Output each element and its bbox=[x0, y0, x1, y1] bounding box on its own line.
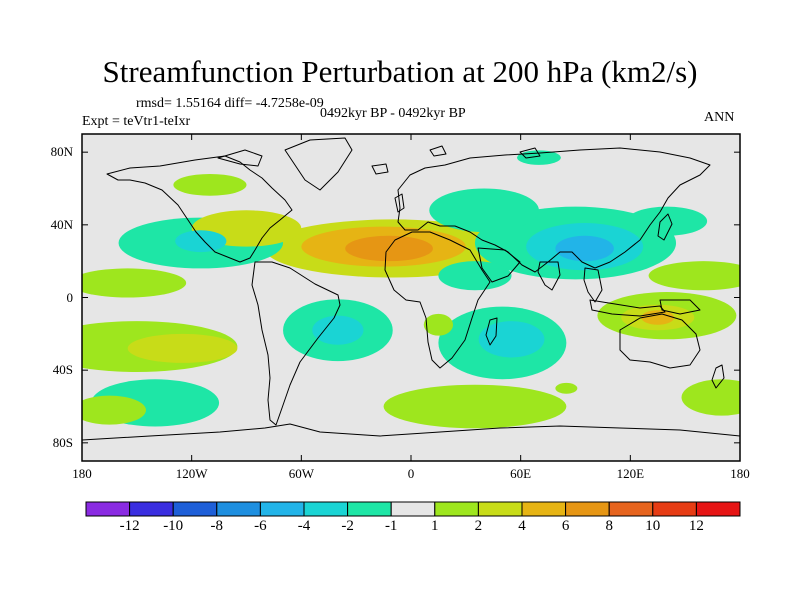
season-label: ANN bbox=[704, 110, 735, 125]
x-tick-label: 120W bbox=[175, 466, 208, 481]
anomaly-region bbox=[478, 321, 545, 358]
stats-label: rmsd= 1.55164 diff= -4.7258e-09 bbox=[136, 96, 324, 111]
x-tick-label: 60W bbox=[288, 466, 314, 481]
anomaly-region bbox=[555, 382, 578, 394]
colorbar-swatch bbox=[434, 501, 479, 517]
colorbar-swatch bbox=[608, 501, 654, 517]
anomaly-region bbox=[681, 379, 740, 416]
anomaly-region bbox=[82, 268, 187, 298]
colorbar-swatch bbox=[477, 501, 523, 517]
colorbar-swatch bbox=[259, 501, 305, 517]
colorbar-label: -10 bbox=[163, 518, 184, 534]
colorbar-swatch bbox=[172, 501, 218, 517]
x-tick-label: 60E bbox=[510, 466, 532, 481]
colorbar-label: 1 bbox=[431, 518, 439, 534]
x-tick-label: 180 bbox=[72, 466, 92, 481]
y-tick-label: 0 bbox=[66, 289, 74, 305]
colorbar-swatch bbox=[565, 501, 610, 517]
colorbar-label: -1 bbox=[384, 518, 398, 534]
colorbar-swatch bbox=[521, 501, 567, 517]
colorbar-swatch bbox=[216, 501, 261, 517]
y-tick-label: 40S bbox=[52, 362, 73, 378]
colorbar-swatch bbox=[129, 501, 174, 517]
colorbar-label: 2 bbox=[474, 518, 483, 534]
axis-tick-marks bbox=[81, 134, 741, 461]
colorbar-swatch bbox=[695, 501, 741, 517]
x-tick-label: 0 bbox=[407, 466, 415, 481]
colorbar-label: 12 bbox=[688, 518, 704, 534]
colorbar-swatch bbox=[347, 501, 392, 517]
chart-title: Streamfunction Perturbation at 200 hPa (… bbox=[102, 54, 698, 89]
anomaly-contours bbox=[82, 150, 740, 429]
anomaly-region bbox=[641, 310, 675, 325]
colorbar-swatch bbox=[303, 501, 349, 517]
anomaly-region bbox=[173, 173, 247, 196]
colorbar-label: -6 bbox=[254, 518, 267, 534]
coastlines bbox=[82, 137, 740, 441]
x-tick-label: 120E bbox=[616, 466, 645, 481]
y-tick-label: 40N bbox=[50, 216, 73, 232]
y-tick-label: 80N bbox=[50, 144, 73, 160]
colorbar-label: -4 bbox=[297, 518, 311, 534]
colorbar-label: -12 bbox=[119, 518, 140, 534]
anomaly-region bbox=[82, 395, 146, 425]
anomaly-region bbox=[383, 384, 567, 429]
colorbar-label: -2 bbox=[341, 518, 354, 534]
experiment-label: Expt = teVtr1-teIxr bbox=[82, 114, 191, 129]
colorbar-label: 8 bbox=[605, 518, 613, 534]
colorbar-swatch bbox=[85, 501, 131, 517]
anomaly-region bbox=[626, 206, 708, 236]
anomaly-region bbox=[438, 261, 512, 291]
anomaly-region bbox=[312, 315, 364, 345]
anomaly-region bbox=[423, 313, 454, 336]
x-tick-label: 180 bbox=[730, 466, 750, 481]
y-tick-label: 80S bbox=[52, 434, 73, 450]
anomaly-region bbox=[648, 261, 740, 291]
colorbar-label: 10 bbox=[645, 518, 661, 534]
anomaly-region bbox=[127, 333, 238, 363]
colorbar-swatch bbox=[390, 501, 436, 517]
period-label: 0492kyr BP - 0492kyr BP bbox=[320, 106, 466, 121]
colorbar-swatch bbox=[652, 501, 697, 517]
anomaly-region bbox=[555, 235, 614, 262]
anomaly-region bbox=[175, 230, 227, 253]
colorbar-label: 4 bbox=[518, 518, 526, 534]
anomaly-region bbox=[429, 188, 539, 233]
colorbar-label: -8 bbox=[210, 518, 224, 534]
colorbar-label: 6 bbox=[561, 518, 570, 534]
